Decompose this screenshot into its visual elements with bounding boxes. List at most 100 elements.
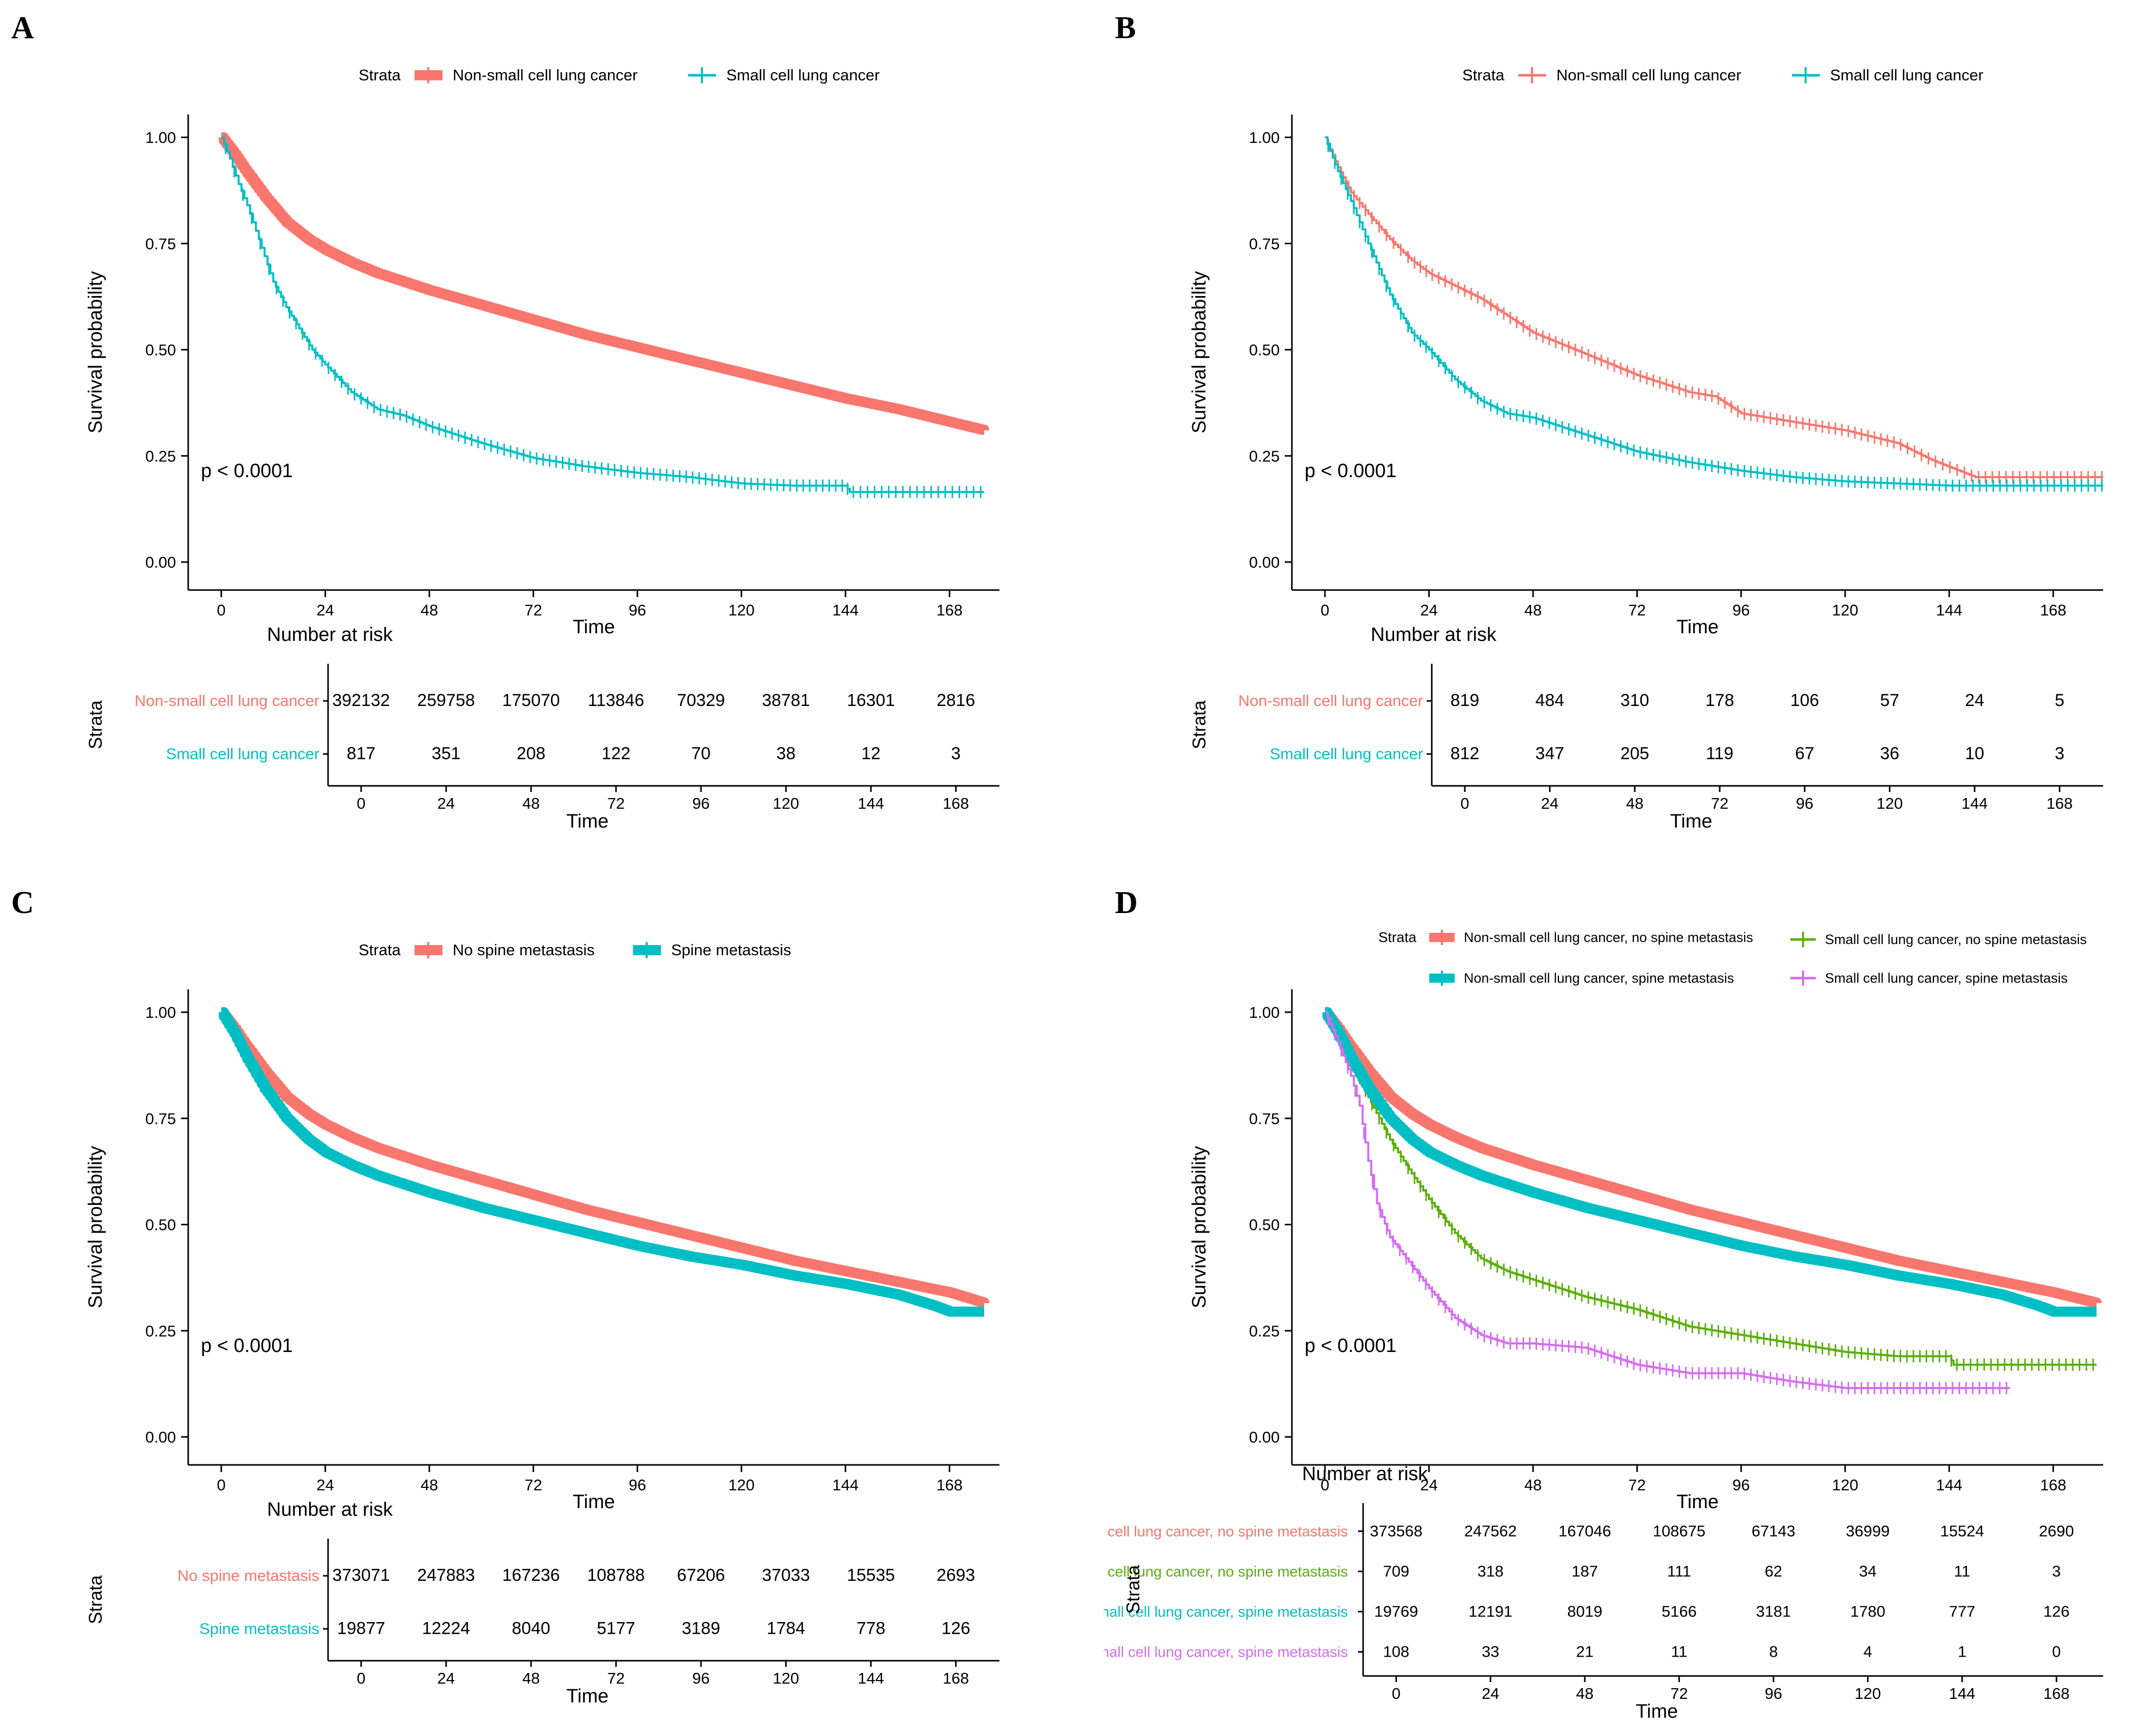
risk-value: 108675 bbox=[1653, 1522, 1705, 1540]
censor-marks-small-cell-lung-cancer bbox=[225, 141, 982, 498]
y-axis-title: Survival probability bbox=[1189, 1146, 1210, 1308]
curves bbox=[219, 1007, 989, 1317]
risk-x-tick-label: 120 bbox=[1876, 795, 1903, 812]
risk-value: 2690 bbox=[2039, 1522, 2074, 1540]
y-tick-label: 0.25 bbox=[145, 1322, 176, 1340]
risk-value: 310 bbox=[1620, 691, 1649, 710]
p-value: p < 0.0001 bbox=[201, 1335, 293, 1357]
legend-entry-small-cell-lung-cancer: Small cell lung cancer bbox=[726, 66, 880, 84]
legend-entry-non-small-cell-lung-cancer-spine-metastasis: Non-small cell lung cancer, spine metast… bbox=[1464, 970, 1734, 986]
x-tick-label: 48 bbox=[1524, 601, 1542, 619]
risk-value: 5166 bbox=[1662, 1602, 1697, 1620]
risk-value: 106 bbox=[1790, 691, 1819, 710]
risk-x-tick-label: 96 bbox=[1765, 1685, 1782, 1702]
risk-row-label-non-small-cell-lung-cancer-spine-metastasis: Non-small cell lung cancer, spine metast… bbox=[1104, 1604, 1348, 1620]
legend: Strata Non-small cell lung cancer Small ce… bbox=[359, 66, 880, 84]
risk-value: 778 bbox=[857, 1619, 886, 1638]
risk-x-tick-label: 120 bbox=[773, 795, 799, 812]
x-tick-label: 144 bbox=[832, 601, 859, 619]
risk-value: 113846 bbox=[588, 691, 644, 710]
x-tick-label: 72 bbox=[1628, 1476, 1645, 1494]
risk-x-tick-label: 168 bbox=[942, 795, 969, 812]
y-tick-label: 0.50 bbox=[1249, 1216, 1280, 1234]
x-tick-label: 168 bbox=[2040, 601, 2067, 619]
risk-value: 10 bbox=[1965, 744, 1984, 763]
x-tick-label: 24 bbox=[316, 601, 334, 619]
y-axis-title: Survival probability bbox=[1189, 271, 1210, 433]
panel-label: D bbox=[1115, 886, 1138, 920]
y-tick-label: 0.00 bbox=[1249, 1428, 1280, 1446]
risk-value: 1784 bbox=[766, 1619, 805, 1638]
censor-marks-small-cell-lung-cancer bbox=[1327, 139, 2103, 492]
legend-entry-spine-metastasis: Spine metastasis bbox=[671, 941, 791, 959]
risk-x-tick-label: 168 bbox=[2043, 1685, 2070, 1702]
y-tick-label: 0.00 bbox=[1249, 553, 1280, 571]
risk-x-tick-label: 0 bbox=[357, 1669, 365, 1687]
y-axis-title: Survival probability bbox=[85, 1146, 106, 1308]
curve-no-spine-metastasis bbox=[219, 1007, 989, 1308]
curve-small-cell-lung-cancer-spine-metastasis bbox=[1325, 1011, 2010, 1389]
curve-small-cell-lung-cancer bbox=[221, 136, 984, 493]
risk-x-tick-label: 24 bbox=[437, 795, 455, 812]
risk-value: 122 bbox=[602, 744, 631, 763]
risk-value: 108 bbox=[1383, 1643, 1409, 1661]
legend-entry-small-cell-lung-cancer-no-spine-metastasis: Small cell lung cancer, no spine metasta… bbox=[1825, 932, 2087, 947]
legend-title: Strata bbox=[359, 66, 401, 84]
risk-value: 24 bbox=[1965, 691, 1984, 710]
risk-value: 1 bbox=[1958, 1643, 1966, 1661]
risk-value: 38781 bbox=[762, 691, 810, 710]
legend: Strata Non-small cell lung cancer Small ce… bbox=[1462, 66, 1984, 84]
risk-value: 2816 bbox=[936, 691, 975, 710]
risk-value: 318 bbox=[1478, 1562, 1504, 1580]
risk-row-label-small-cell-lung-cancer-spine-metastasis: Small cell lung cancer, spine metastasis bbox=[1104, 1644, 1348, 1661]
y-tick-label: 1.00 bbox=[145, 1004, 176, 1021]
risk-value: 373568 bbox=[1370, 1522, 1422, 1540]
risk-x-tick-label: 96 bbox=[1796, 795, 1813, 812]
risk-value: 11 bbox=[1671, 1643, 1687, 1661]
x-tick-label: 96 bbox=[629, 1476, 646, 1494]
y-tick-label: 0.50 bbox=[145, 341, 176, 359]
risk-x-tick-label: 24 bbox=[1482, 1685, 1499, 1702]
x-tick-label: 0 bbox=[217, 601, 225, 619]
risk-value: 1780 bbox=[1850, 1602, 1885, 1620]
risk-row-label-non-small-cell-lung-cancer: Non-small cell lung cancer bbox=[1238, 692, 1423, 710]
risk-x-tick-label: 48 bbox=[1626, 795, 1643, 812]
x-tick-label: 0 bbox=[217, 1476, 225, 1494]
y-tick-label: 0.25 bbox=[1249, 1322, 1280, 1340]
x-tick-label: 168 bbox=[936, 1476, 963, 1494]
risk-value: 3 bbox=[2052, 1562, 2061, 1580]
risk-value: 0 bbox=[2052, 1643, 2061, 1661]
curve-non-small-cell-lung-cancer-spine-metastasis bbox=[1322, 1007, 2099, 1317]
legend-entry-non-small-cell-lung-cancer-no-spine-metastasis: Non-small cell lung cancer, no spine met… bbox=[1464, 930, 1753, 945]
risk-table-y-title: Strata bbox=[1189, 700, 1210, 749]
risk-x-tick-label: 120 bbox=[773, 1669, 799, 1687]
y-axis-title: Survival probability bbox=[85, 271, 106, 433]
risk-value: 817 bbox=[347, 744, 376, 763]
curve-non-small-cell-lung-cancer bbox=[1325, 136, 2103, 478]
km-panel-c: C Strata No spine metastasis Spine metastas… bbox=[11, 886, 999, 1707]
risk-value: 484 bbox=[1536, 691, 1565, 710]
risk-x-tick-label: 48 bbox=[522, 795, 540, 812]
risk-value: 37033 bbox=[762, 1566, 810, 1585]
risk-table-x-title: Time bbox=[1636, 1701, 1678, 1722]
risk-table-x-title: Time bbox=[566, 1686, 608, 1707]
x-tick-label: 24 bbox=[1420, 1476, 1437, 1494]
curve-non-small-cell-lung-cancer bbox=[219, 132, 989, 435]
risk-value: 15535 bbox=[847, 1566, 895, 1585]
risk-value: 16301 bbox=[847, 691, 895, 710]
risk-value: 3181 bbox=[1756, 1602, 1791, 1620]
risk-x-tick-label: 144 bbox=[1949, 1685, 1975, 1702]
y-tick-label: 1.00 bbox=[1249, 1004, 1280, 1021]
risk-value: 8 bbox=[1769, 1643, 1778, 1661]
risk-value: 347 bbox=[1536, 744, 1565, 763]
km-panel-a: A Strata Non-small cell lung cancer Small c… bbox=[11, 11, 999, 832]
risk-value: 3 bbox=[2055, 744, 2064, 763]
risk-value: 70 bbox=[691, 744, 711, 763]
risk-x-tick-label: 72 bbox=[607, 1669, 625, 1687]
p-value: p < 0.0001 bbox=[1305, 460, 1397, 482]
curves bbox=[1325, 136, 2103, 492]
risk-x-tick-label: 24 bbox=[437, 1669, 455, 1687]
x-tick-label: 120 bbox=[1832, 1476, 1859, 1494]
risk-value: 62 bbox=[1765, 1562, 1782, 1580]
x-tick-label: 48 bbox=[421, 601, 438, 619]
